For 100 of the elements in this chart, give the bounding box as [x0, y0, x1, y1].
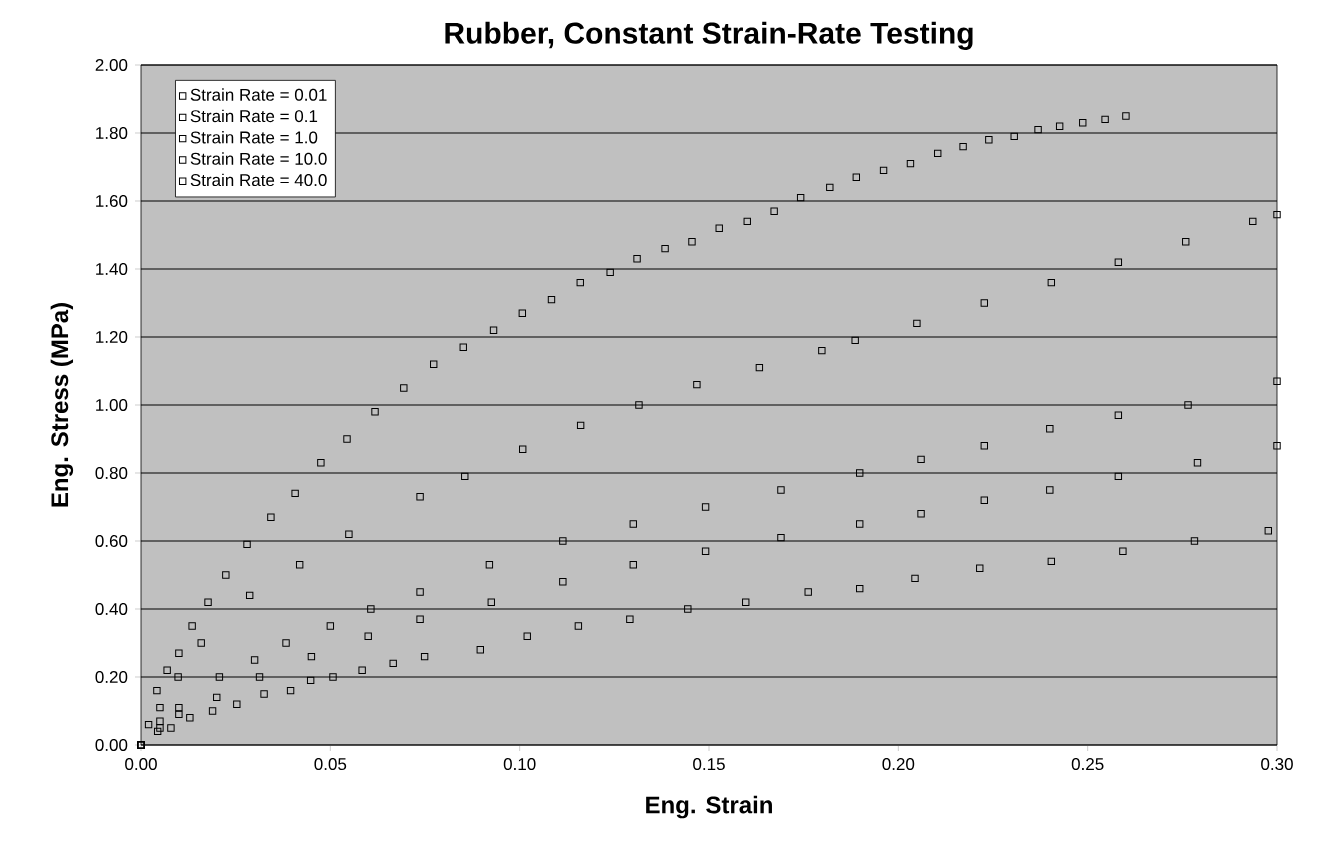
point [267, 513, 275, 521]
point [796, 193, 805, 202]
point [913, 319, 921, 328]
x-tick-label: 0.05 [314, 758, 347, 771]
point [420, 652, 429, 661]
point [156, 717, 164, 725]
point [911, 574, 919, 583]
point [329, 673, 337, 681]
point [629, 561, 637, 569]
point [1055, 122, 1064, 130]
point [826, 183, 834, 192]
point [317, 459, 325, 467]
point [153, 727, 162, 736]
point [144, 720, 153, 729]
point [174, 673, 182, 681]
point [461, 472, 469, 481]
point [715, 224, 723, 232]
x-tick-label: 0.25 [1071, 758, 1104, 771]
point [804, 588, 812, 596]
point [856, 520, 864, 528]
y-tick-label: 0.60 [95, 535, 128, 548]
point [255, 673, 264, 681]
y-tick-label: 0.80 [95, 467, 128, 480]
y-tick-label: 0.40 [95, 602, 128, 616]
point [156, 703, 164, 712]
legend-label: Strain Rate = 10.0 [190, 152, 327, 165]
point [1264, 527, 1272, 535]
point [163, 666, 171, 674]
point [1190, 537, 1199, 545]
point [243, 540, 251, 549]
point [291, 489, 299, 498]
point [980, 299, 988, 307]
point [487, 598, 495, 606]
point [250, 656, 259, 664]
point [755, 363, 764, 372]
point [1046, 425, 1054, 433]
point [175, 649, 183, 657]
point [701, 503, 710, 511]
point [518, 309, 527, 317]
point [389, 659, 397, 668]
point [326, 622, 335, 630]
point [213, 693, 221, 702]
point [917, 455, 925, 464]
point [1047, 557, 1056, 566]
point [295, 561, 304, 569]
point [980, 442, 988, 450]
point [856, 469, 864, 477]
point [985, 136, 993, 144]
x-tick-label: 0.15 [693, 758, 725, 771]
point [485, 561, 494, 569]
point [459, 343, 467, 351]
point [633, 255, 641, 263]
y-tick-label: 2.00 [95, 59, 128, 72]
point [204, 598, 212, 606]
legend-label: Strain Rate = 0.1 [190, 109, 318, 123]
point [156, 724, 164, 732]
point [1114, 411, 1123, 419]
point [1034, 125, 1042, 134]
point [1114, 258, 1123, 266]
point [416, 493, 424, 501]
point [917, 510, 925, 518]
point [576, 278, 584, 287]
point [186, 714, 194, 722]
point [959, 142, 967, 151]
point [1249, 217, 1257, 226]
point [1273, 377, 1281, 385]
chart-title: Rubber, Constant Strain-Rate Testing [445, 21, 973, 50]
point [364, 632, 372, 640]
point [852, 173, 861, 181]
point [523, 632, 531, 640]
point [307, 652, 316, 661]
point [688, 238, 696, 246]
y-tick-label: 0.00 [95, 739, 128, 752]
point [574, 622, 583, 630]
point [1273, 442, 1281, 450]
point [188, 622, 196, 630]
x-tick-label: 0.20 [882, 758, 915, 771]
point [818, 346, 826, 355]
point [416, 588, 424, 596]
y-tick-label: 1.00 [96, 398, 128, 412]
point [260, 690, 268, 698]
point [476, 646, 484, 654]
point [167, 724, 175, 732]
point [519, 445, 527, 453]
point [222, 571, 230, 579]
point [282, 639, 290, 647]
point [430, 360, 438, 368]
y-tick-label: 0.20 [95, 671, 128, 684]
point [1010, 132, 1018, 141]
point [286, 686, 295, 695]
point [1101, 115, 1109, 124]
point [770, 207, 778, 215]
point [742, 598, 750, 606]
point [879, 166, 888, 175]
point [1046, 486, 1054, 494]
point [1114, 472, 1123, 481]
point [1119, 547, 1127, 555]
y-tick-label: 1.60 [96, 194, 128, 208]
point [559, 578, 567, 586]
point [208, 707, 217, 715]
